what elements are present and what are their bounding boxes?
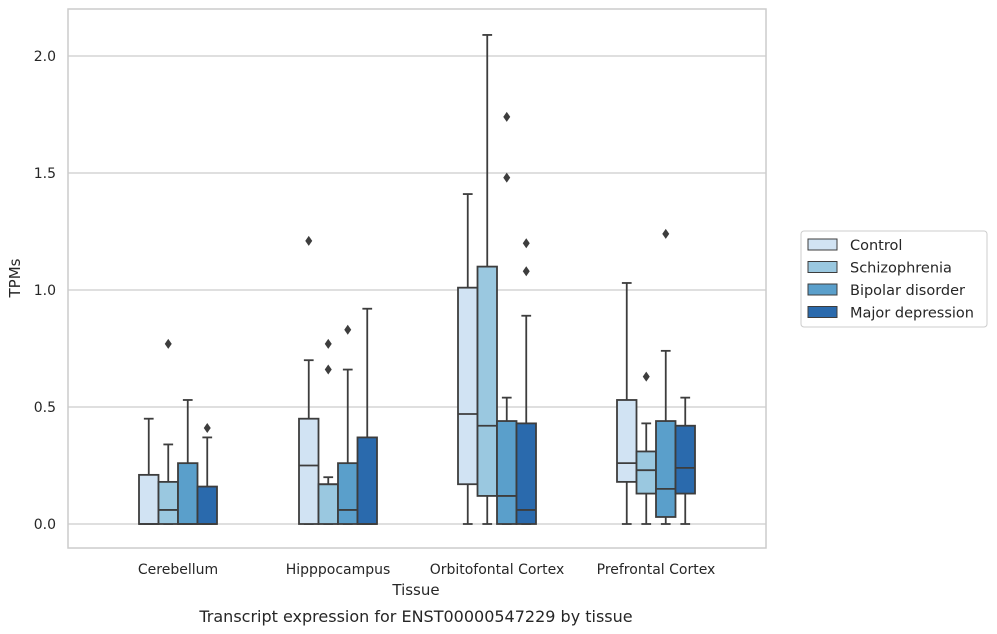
legend-label: Schizophrenia bbox=[850, 261, 952, 277]
outlier-point bbox=[324, 364, 332, 375]
x-axis-label: Tissue bbox=[391, 581, 439, 599]
box bbox=[674, 424, 696, 495]
legend-frame bbox=[800, 230, 988, 328]
box bbox=[496, 420, 518, 525]
outlier-point bbox=[503, 172, 511, 183]
box bbox=[317, 483, 339, 525]
chart-caption: Transcript expression for ENST0000054722… bbox=[198, 607, 632, 626]
y-tick-label: 1.0 bbox=[34, 283, 56, 299]
legend-swatch bbox=[807, 306, 838, 318]
box bbox=[635, 450, 657, 495]
outlier-point bbox=[203, 423, 211, 434]
outlier-point bbox=[305, 235, 313, 246]
y-tick-label: 0.0 bbox=[34, 517, 56, 533]
box-group bbox=[317, 338, 339, 525]
box-group bbox=[635, 371, 657, 525]
outlier-point bbox=[662, 228, 670, 239]
y-tick-label: 2.0 bbox=[34, 49, 56, 65]
outlier-point bbox=[503, 111, 511, 122]
outlier-point bbox=[164, 338, 172, 349]
y-axis-label: TPMs bbox=[6, 258, 24, 298]
legend-swatch bbox=[807, 283, 838, 296]
box bbox=[337, 462, 359, 525]
box bbox=[356, 436, 378, 525]
x-tick-label: Cerebellum bbox=[138, 562, 218, 578]
box-group bbox=[655, 228, 677, 525]
box bbox=[298, 417, 320, 525]
legend: Control Schizophrenia Bipolar disorder Majo… bbox=[800, 230, 988, 328]
outlier-point bbox=[642, 371, 650, 382]
x-tick-label: Hipppocampus bbox=[286, 562, 391, 578]
box bbox=[515, 422, 537, 525]
box bbox=[138, 473, 160, 525]
box-group bbox=[496, 111, 518, 525]
box bbox=[177, 462, 199, 525]
x-tick-label: Orbitofontal Cortex bbox=[430, 562, 565, 578]
legend-label: Major depression bbox=[850, 306, 974, 322]
y-tick-label: 0.5 bbox=[34, 400, 56, 416]
box-group bbox=[298, 235, 320, 525]
box bbox=[457, 286, 479, 486]
y-tick-label: 1.5 bbox=[34, 166, 56, 182]
legend-label: Bipolar disorder bbox=[850, 283, 965, 299]
box-group bbox=[356, 307, 378, 525]
y-tick-labels: 0.0 0.5 1.0 1.5 2.0 bbox=[34, 49, 56, 533]
legend-swatch bbox=[807, 238, 838, 251]
x-tick-label: Prefrontal Cortex bbox=[597, 562, 716, 578]
outlier-point bbox=[522, 266, 530, 277]
box-group bbox=[616, 282, 638, 525]
box bbox=[655, 420, 677, 518]
box-group bbox=[157, 338, 179, 525]
outlier-point bbox=[344, 324, 352, 335]
box bbox=[157, 480, 179, 525]
box-group bbox=[515, 238, 537, 525]
box bbox=[616, 399, 638, 483]
box-group bbox=[476, 34, 498, 525]
box-group bbox=[196, 423, 218, 525]
outlier-point bbox=[324, 338, 332, 349]
box-group bbox=[138, 417, 160, 525]
legend-swatch bbox=[807, 261, 838, 273]
boxes bbox=[138, 34, 696, 525]
legend-items: Control Schizophrenia Bipolar disorder Majo… bbox=[807, 238, 974, 322]
legend-label: Control bbox=[850, 238, 902, 254]
outlier-point bbox=[522, 238, 530, 249]
box bbox=[196, 485, 218, 525]
x-tick-labels: Cerebellum Hipppocampus Orbitofontal Corte… bbox=[138, 562, 715, 578]
box-group bbox=[674, 396, 696, 525]
box bbox=[476, 265, 498, 497]
